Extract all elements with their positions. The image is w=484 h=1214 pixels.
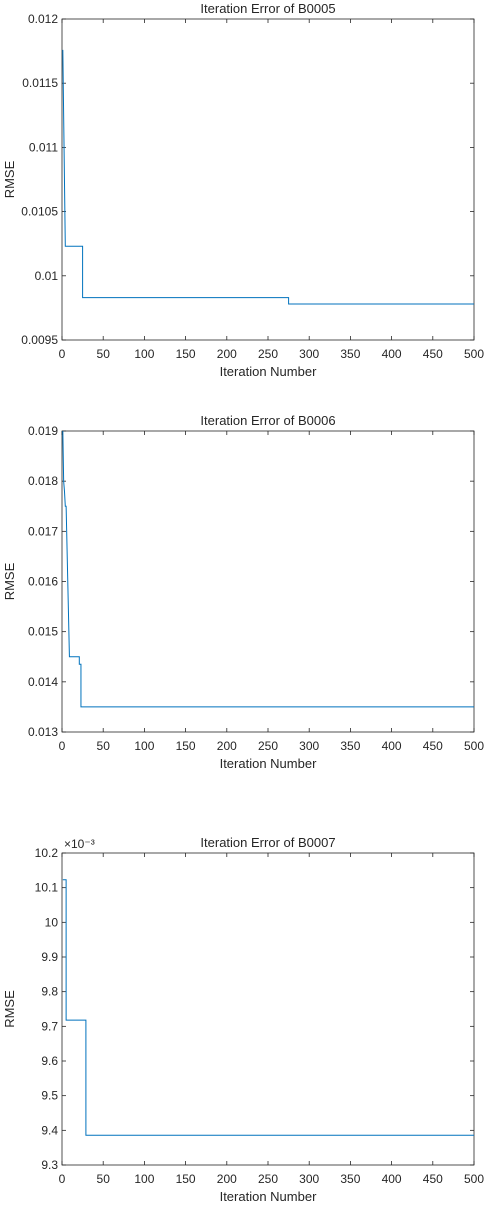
- x-tick-label: 200: [217, 739, 237, 753]
- x-tick-label: 50: [97, 739, 111, 753]
- x-tick-label: 400: [382, 347, 402, 361]
- y-tick-label: 9.6: [41, 1054, 58, 1068]
- y-tick-label: 0.01: [35, 269, 59, 283]
- x-tick-label: 50: [97, 1172, 111, 1186]
- series-line: [62, 49, 474, 305]
- y-axis-label: RMSE: [2, 990, 17, 1028]
- x-tick-label: 100: [134, 739, 154, 753]
- y-tick-label: 0.019: [28, 424, 58, 438]
- y-tick-label: 9.7: [41, 1019, 58, 1033]
- y-tick-label: 0.018: [28, 474, 58, 488]
- plot-area-frame: [61, 430, 475, 733]
- x-tick-label: 350: [340, 347, 360, 361]
- y-tick-label: 0.0115: [22, 76, 58, 90]
- x-tick-label: 150: [176, 347, 196, 361]
- x-tick-label: 0: [59, 347, 66, 361]
- y-exponent-label: ×10⁻³: [64, 837, 95, 851]
- y-tick-label: 0.014: [28, 675, 58, 689]
- chart-title: Iteration Error of B0005: [200, 1, 335, 16]
- y-tick-label: 9.8: [41, 985, 58, 999]
- y-tick-label: 0.017: [28, 524, 58, 538]
- x-axis-label: Iteration Number: [220, 364, 317, 379]
- y-tick-label: 10.2: [35, 846, 59, 860]
- plot-area-frame: [61, 18, 475, 341]
- y-axis-label: RMSE: [2, 562, 17, 600]
- y-tick-label: 0.0105: [21, 205, 58, 219]
- x-tick-label: 450: [423, 739, 443, 753]
- x-tick-label: 500: [464, 1172, 484, 1186]
- x-tick-label: 200: [217, 1172, 237, 1186]
- x-tick-label: 100: [134, 347, 154, 361]
- y-tick-label: 0.011: [29, 140, 58, 154]
- x-tick-label: 400: [382, 739, 402, 753]
- chart-panel-b0005: 0 50 100 150 200 250 300 350 400 450 500 0.0095 0.01…: [0, 0, 484, 395]
- x-axis-label: Iteration Number: [220, 756, 317, 771]
- chart-panel-b0006: 0 50 100 150 200 250 300 350 400 450 500 0.013 0.014…: [0, 412, 484, 807]
- x-axis-label: Iteration Number: [220, 1189, 317, 1204]
- x-tick-label: 0: [59, 1172, 66, 1186]
- x-tick-label: 450: [423, 347, 443, 361]
- x-tick-label: 350: [340, 1172, 360, 1186]
- chart-title: Iteration Error of B0007: [200, 835, 335, 850]
- x-tick-label: 100: [134, 1172, 154, 1186]
- x-tick-label: 300: [299, 347, 319, 361]
- x-tick-label: 150: [176, 739, 196, 753]
- y-tick-label: 0.013: [28, 725, 58, 739]
- y-tick-label: 9.3: [41, 1158, 58, 1172]
- x-tick-label: 300: [299, 1172, 319, 1186]
- y-axis-label: RMSE: [2, 160, 17, 198]
- y-tick-label: 0.016: [28, 575, 58, 589]
- plot-area-frame: [61, 852, 475, 1166]
- y-tick-label: 0.012: [28, 12, 58, 26]
- series-line: [62, 430, 474, 708]
- x-tick-label: 400: [382, 1172, 402, 1186]
- x-tick-label: 500: [464, 347, 484, 361]
- x-tick-label: 450: [423, 1172, 443, 1186]
- x-tick-label: 150: [176, 1172, 196, 1186]
- y-tick-label: 9.5: [41, 1089, 58, 1103]
- chart-b0005: 0 50 100 150 200 250 300 350 400 450 500 0.0095 0.01…: [2, 1, 484, 379]
- y-tick-label: 0.0095: [21, 333, 58, 347]
- x-tick-label: 300: [299, 739, 319, 753]
- y-tick-label: 0.015: [28, 625, 58, 639]
- y-tick-label: 9.9: [41, 950, 58, 964]
- y-tick-label: 9.4: [41, 1123, 58, 1137]
- chart-b0006: 0 50 100 150 200 250 300 350 400 450 500 0.013 0.014…: [2, 413, 484, 771]
- x-tick-label: 350: [340, 739, 360, 753]
- y-tick-label: 10: [45, 915, 59, 929]
- chart-title: Iteration Error of B0006: [200, 413, 335, 428]
- series-line: [62, 879, 474, 1136]
- chart-panel-b0007: 0 50 100 150 200 250 300 350 400 450 500 9.3 9.4 9.5 9…: [0, 830, 484, 1214]
- x-tick-label: 500: [464, 739, 484, 753]
- x-tick-label: 250: [258, 1172, 278, 1186]
- x-tick-label: 250: [258, 739, 278, 753]
- x-tick-label: 50: [97, 347, 111, 361]
- y-tick-label: 10.1: [35, 881, 59, 895]
- x-tick-label: 0: [59, 739, 66, 753]
- chart-b0007: 0 50 100 150 200 250 300 350 400 450 500 9.3 9.4 9.5 9…: [2, 835, 484, 1204]
- x-tick-label: 200: [217, 347, 237, 361]
- x-tick-label: 250: [258, 347, 278, 361]
